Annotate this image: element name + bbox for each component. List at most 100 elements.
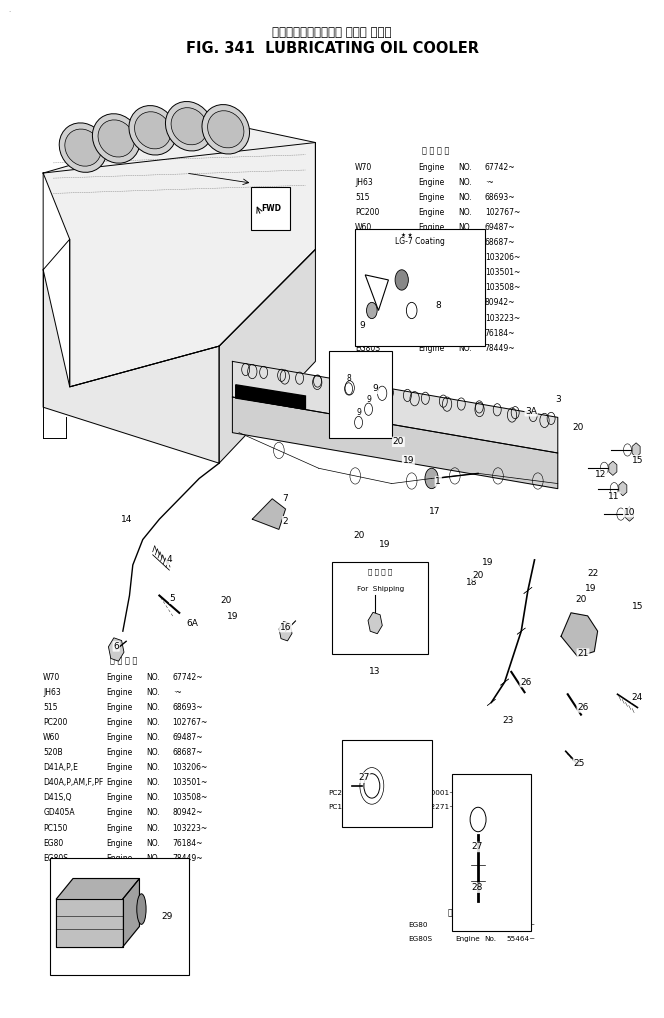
Text: 103501~: 103501~: [173, 779, 208, 787]
Text: EG80: EG80: [408, 922, 428, 928]
Polygon shape: [56, 899, 123, 947]
Bar: [355, 229, 485, 346]
Text: NO.: NO.: [146, 854, 160, 862]
Text: 68693~: 68693~: [485, 193, 515, 202]
Text: W60: W60: [355, 223, 373, 232]
Ellipse shape: [92, 114, 140, 163]
Polygon shape: [252, 499, 286, 529]
Text: 69487~: 69487~: [173, 733, 203, 742]
Text: Engine: Engine: [106, 839, 133, 848]
Polygon shape: [56, 879, 139, 899]
Ellipse shape: [65, 129, 101, 166]
Text: 11: 11: [608, 493, 620, 501]
Text: 3A: 3A: [525, 407, 537, 415]
Text: 68687~: 68687~: [485, 238, 515, 247]
Text: Engine: Engine: [418, 208, 445, 217]
Text: PC200: PC200: [43, 718, 68, 727]
Text: For  Shipping: For Shipping: [357, 586, 404, 592]
Text: 55464~: 55464~: [507, 937, 536, 942]
Text: NO.: NO.: [146, 779, 160, 787]
Text: NO.: NO.: [146, 764, 160, 773]
Text: 2: 2: [283, 517, 288, 525]
Text: 6A: 6A: [187, 619, 199, 627]
Text: Engine: Engine: [418, 223, 445, 232]
Text: 適 用 号 機: 適 用 号 機: [422, 147, 449, 156]
Polygon shape: [561, 613, 598, 657]
Text: 19: 19: [482, 559, 494, 567]
Text: NO.: NO.: [458, 269, 472, 277]
Text: ..: ..: [8, 8, 11, 13]
Text: 適 用 号 機: 適 用 号 機: [110, 657, 137, 666]
Text: 9: 9: [359, 322, 365, 330]
Circle shape: [367, 302, 377, 319]
Ellipse shape: [129, 106, 177, 155]
Text: NO.: NO.: [146, 793, 160, 802]
Text: 8: 8: [346, 375, 351, 383]
Text: 25: 25: [573, 759, 585, 768]
Text: NO.: NO.: [146, 703, 160, 712]
Circle shape: [425, 468, 438, 489]
Text: NO.: NO.: [146, 718, 160, 727]
Text: 3: 3: [555, 395, 560, 403]
Text: Engine: Engine: [106, 808, 133, 817]
Text: Engine: Engine: [375, 790, 400, 796]
Text: 27: 27: [471, 843, 483, 851]
Text: 14: 14: [120, 515, 132, 523]
Text: 80942~: 80942~: [173, 808, 203, 817]
Text: Engine: Engine: [106, 824, 133, 833]
Text: EG80S: EG80S: [355, 344, 380, 352]
Text: 102767~: 102767~: [485, 208, 520, 217]
Text: W70: W70: [43, 673, 60, 682]
Text: NO.: NO.: [458, 193, 472, 202]
Polygon shape: [43, 122, 315, 387]
Text: Engine: Engine: [418, 283, 445, 292]
Text: 16: 16: [280, 623, 291, 631]
Text: NO.: NO.: [458, 208, 472, 217]
Text: 55458~: 55458~: [507, 922, 536, 928]
Text: 68687~: 68687~: [173, 748, 203, 757]
Text: ルーブリケーティング オイル クーラ: ルーブリケーティング オイル クーラ: [272, 26, 392, 39]
Text: 27: 27: [358, 774, 370, 782]
Text: NO.: NO.: [146, 824, 160, 833]
Text: FIG. 341  LUBRICATING OIL COOLER: FIG. 341 LUBRICATING OIL COOLER: [185, 42, 479, 56]
Polygon shape: [43, 270, 219, 463]
Ellipse shape: [137, 894, 146, 924]
Text: Engine: Engine: [375, 804, 400, 809]
Text: 520B: 520B: [43, 748, 63, 757]
Text: NO.: NO.: [146, 733, 160, 742]
Text: 適 用 号 機: 適 用 号 機: [369, 776, 395, 785]
Bar: [342, 740, 432, 827]
Text: EG80S: EG80S: [408, 937, 432, 942]
Text: D41A,P,E: D41A,P,E: [355, 253, 390, 263]
Text: Engine: Engine: [106, 718, 133, 727]
Text: 12: 12: [595, 470, 607, 478]
Text: PC200: PC200: [355, 208, 380, 217]
Text: 76184~: 76184~: [485, 329, 515, 338]
Ellipse shape: [202, 105, 250, 154]
Text: NO.: NO.: [146, 688, 160, 697]
Text: NO.: NO.: [458, 329, 472, 338]
Text: 9: 9: [356, 408, 361, 416]
Text: W70: W70: [355, 163, 373, 172]
Text: 19: 19: [402, 456, 414, 464]
Text: No.: No.: [485, 922, 497, 928]
Text: Engine: Engine: [455, 922, 479, 928]
Text: 26: 26: [577, 703, 589, 712]
Polygon shape: [232, 361, 558, 453]
Text: 適 用 号 機: 適 用 号 機: [448, 908, 475, 917]
Text: D41S,Q: D41S,Q: [355, 283, 384, 292]
Text: D40A,P,AM,F,PF: D40A,P,AM,F,PF: [355, 269, 416, 277]
Text: NO.: NO.: [146, 839, 160, 848]
Text: GD405A: GD405A: [355, 298, 387, 307]
Text: JH63: JH63: [355, 178, 373, 187]
Text: Engine: Engine: [106, 733, 133, 742]
Text: 103508~: 103508~: [173, 793, 208, 802]
Text: 24: 24: [632, 693, 643, 701]
Text: 10: 10: [623, 508, 635, 516]
Text: NO.: NO.: [146, 673, 160, 682]
Text: Engine: Engine: [106, 673, 133, 682]
Text: NO.: NO.: [458, 163, 472, 172]
Text: 515: 515: [355, 193, 370, 202]
Text: 80942~: 80942~: [485, 298, 515, 307]
Ellipse shape: [171, 108, 207, 145]
